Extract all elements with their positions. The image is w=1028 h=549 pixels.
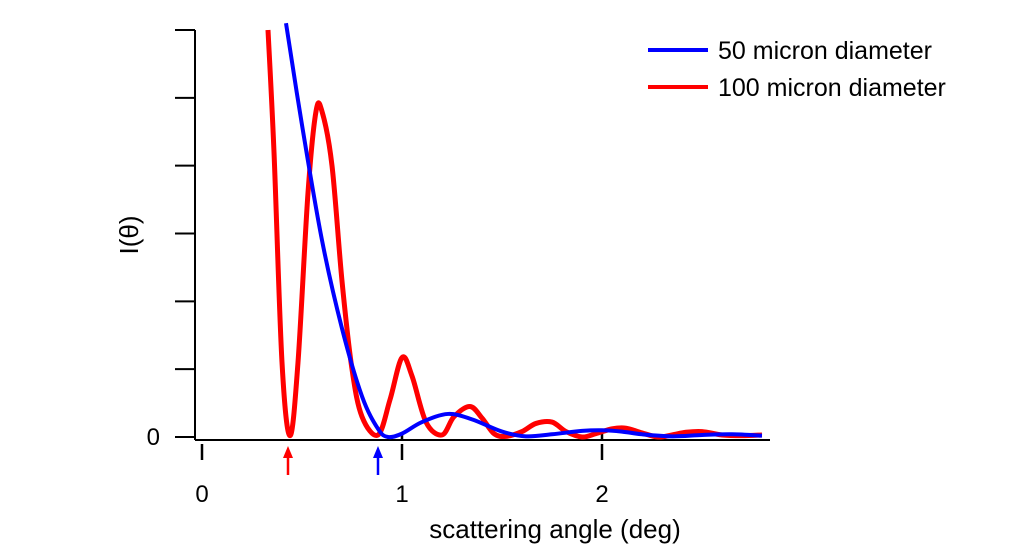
- series-line-1: [284, 22, 763, 440]
- marker-arrow-head: [283, 446, 293, 458]
- legend-label-2: 100 micron diameter: [718, 74, 946, 102]
- axes: 0 0 1 2: [147, 29, 770, 508]
- series-line-2: [265, 29, 763, 440]
- y-tick-label: 0: [147, 424, 160, 451]
- x-axis-label: scattering angle (deg): [429, 514, 680, 544]
- x-tick-label: 0: [195, 481, 208, 508]
- series-layer: [265, 22, 763, 440]
- y-axis-label: I(θ): [114, 216, 144, 255]
- x-tick-label: 2: [595, 481, 608, 508]
- x-tick-label: 1: [395, 481, 408, 508]
- legend-label-1: 50 micron diameter: [718, 37, 932, 65]
- marker-arrow-head: [373, 446, 383, 458]
- legend: 50 micron diameter 100 micron diameter: [648, 37, 946, 102]
- marker-layer: [283, 446, 383, 475]
